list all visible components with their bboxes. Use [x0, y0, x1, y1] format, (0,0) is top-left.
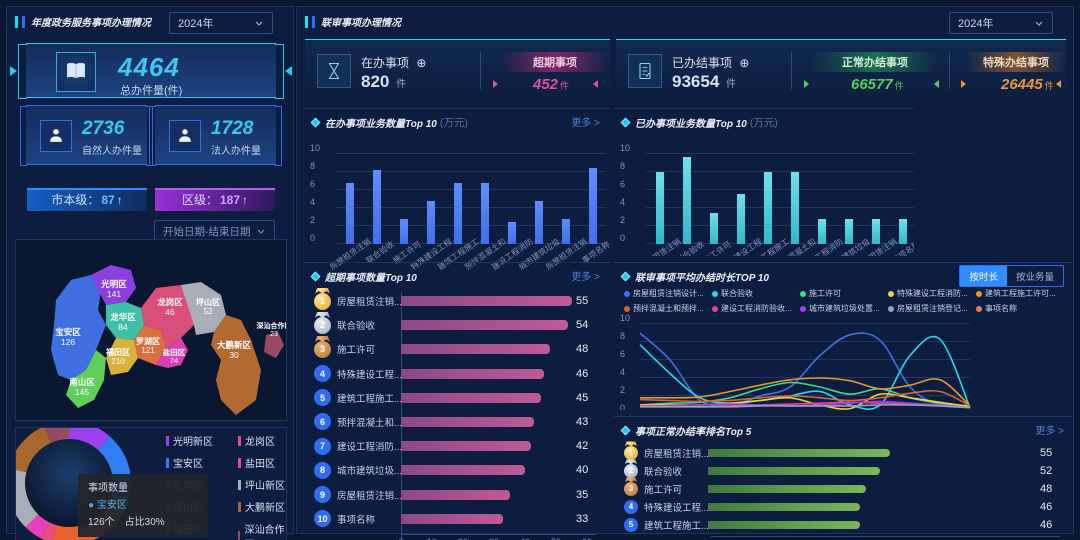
svg-text:大鹏新区: 大鹏新区: [217, 340, 252, 350]
svg-text:宝安区: 宝安区: [55, 327, 81, 337]
svg-text:30: 30: [229, 350, 239, 360]
svg-text:龙华区: 龙华区: [109, 312, 136, 322]
svg-text:52: 52: [204, 307, 213, 316]
svg-text:坪山区: 坪山区: [196, 297, 220, 307]
svg-text:46: 46: [165, 307, 175, 317]
svg-text:121: 121: [141, 346, 155, 355]
svg-text:深汕合作区: 深汕合作区: [257, 321, 288, 330]
svg-text:145: 145: [75, 387, 89, 397]
svg-text:福田区: 福田区: [105, 347, 130, 357]
svg-text:141: 141: [107, 289, 121, 299]
svg-text:南山区: 南山区: [69, 377, 95, 387]
svg-text:126: 126: [61, 337, 75, 347]
svg-text:罗湖区: 罗湖区: [136, 336, 160, 346]
svg-text:74: 74: [170, 356, 178, 365]
svg-text:光明区: 光明区: [100, 279, 127, 289]
svg-text:210: 210: [111, 357, 125, 366]
svg-text:龙岗区: 龙岗区: [156, 297, 183, 307]
svg-text:23: 23: [270, 331, 278, 338]
svg-text:84: 84: [118, 322, 128, 332]
